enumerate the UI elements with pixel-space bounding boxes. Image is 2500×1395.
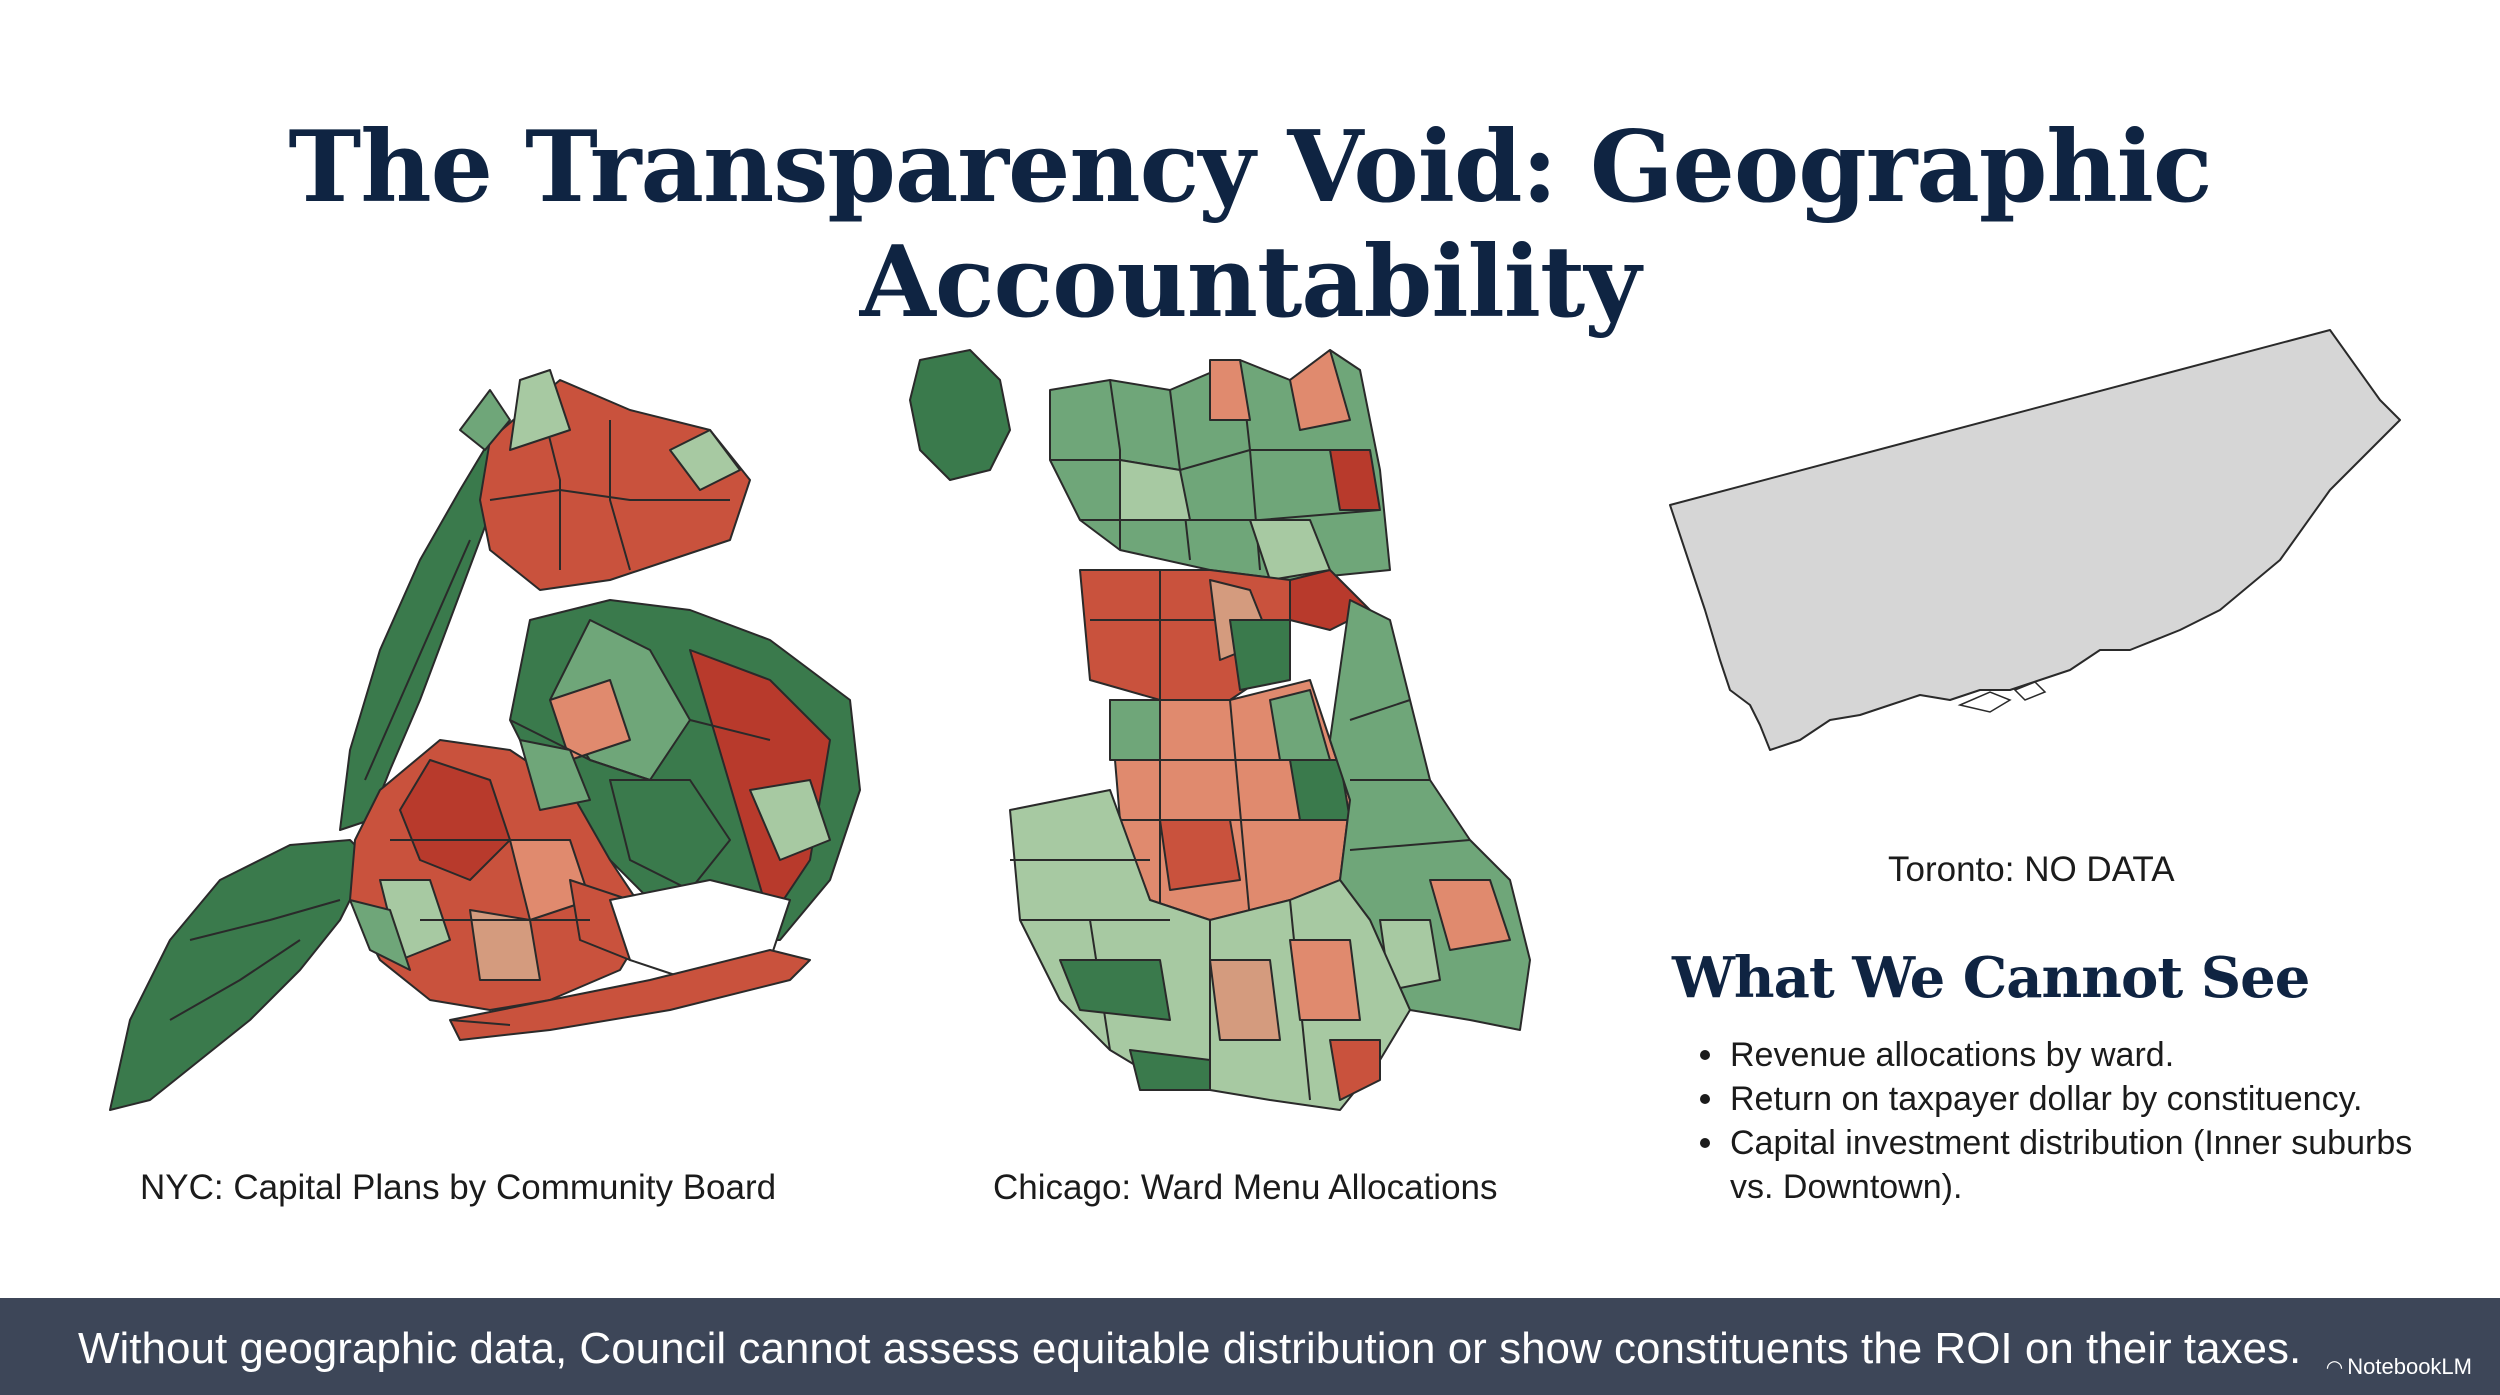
toronto-boundary-region	[1669, 329, 2401, 751]
bullet-list: Revenue allocations by ward. Return on t…	[1700, 1033, 2460, 1209]
bullet-item: Capital investment distribution (Inner s…	[1700, 1121, 2460, 1209]
badge-label: NotebookLM	[2347, 1354, 2472, 1379]
bullet-item: Return on taxpayer dollar by constituenc…	[1700, 1077, 2460, 1121]
staten-island-region	[109, 839, 371, 1111]
bullet-item: Revenue allocations by ward.	[1700, 1033, 2460, 1077]
nyc-choropleth-map	[109, 369, 861, 1111]
ohare-region	[909, 349, 1011, 481]
slide-title: The Transparency Void: Geographic Accoun…	[288, 110, 2212, 340]
footer-caption: Without geographic data, Council cannot …	[78, 1324, 2302, 1373]
chicago-map-caption: Chicago: Ward Menu Allocations	[993, 1168, 1498, 1207]
nyc-map-caption: NYC: Capital Plans by Community Board	[140, 1168, 777, 1207]
section-heading: What We Cannot See	[1672, 945, 2310, 1011]
chicago-choropleth-map	[909, 349, 1531, 1111]
toronto-map-caption: Toronto: NO DATA	[1888, 850, 2175, 889]
toronto-no-data-map	[1669, 329, 2401, 751]
rockaway-region	[449, 949, 811, 1041]
footer-bar: Without geographic data, Council cannot …	[0, 1298, 2500, 1395]
notebooklm-badge: ◠ NotebookLM	[2321, 1352, 2478, 1382]
notebooklm-logo-icon: ◠	[2325, 1357, 2344, 1379]
